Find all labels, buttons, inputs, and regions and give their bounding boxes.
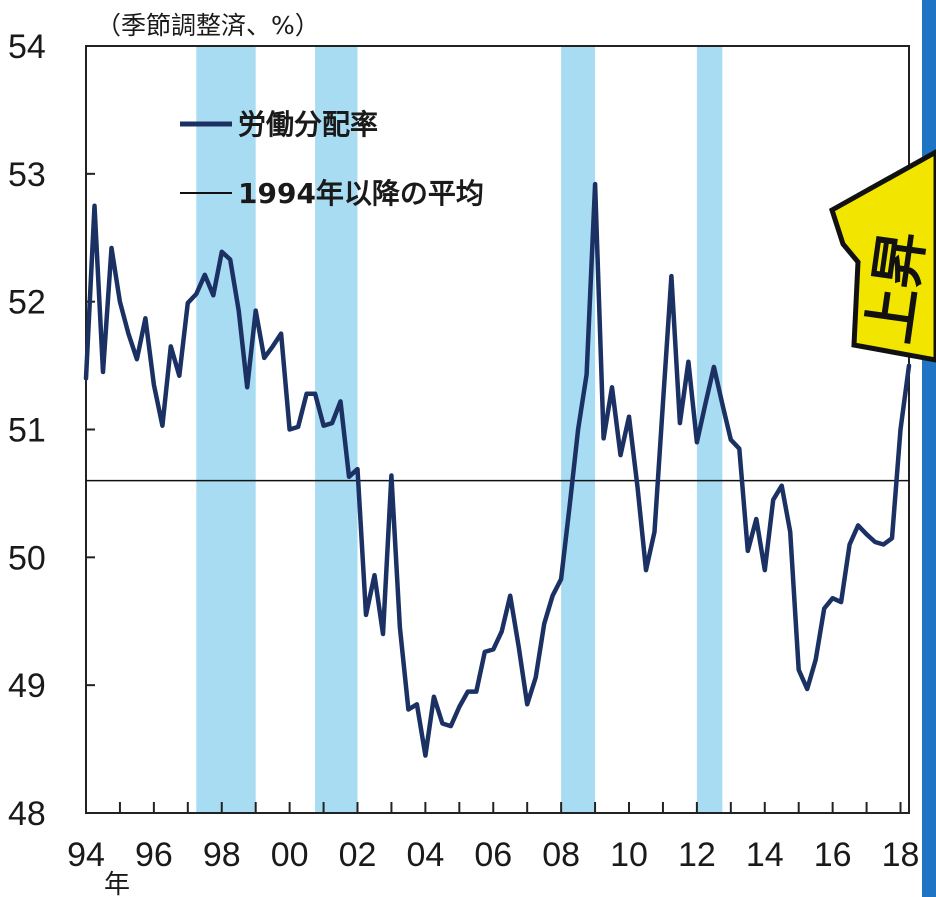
series-group (83, 181, 912, 758)
y-tick-label: 50 (8, 539, 46, 577)
y-tick-label: 52 (8, 284, 46, 322)
recession-bands (196, 46, 723, 813)
callout-text: 上昇 (857, 227, 936, 347)
x-unit-label: 年 (104, 870, 130, 897)
legend: 労働分配率 1994年以降の平均 (180, 108, 484, 210)
x-tick-label: 98 (203, 836, 241, 874)
y-tick-label: 53 (8, 156, 46, 194)
recession-band-2 (315, 46, 358, 813)
y-tick-label: 48 (8, 795, 46, 833)
x-tick-label: 12 (678, 836, 716, 874)
legend-series-label: 労働分配率 (238, 108, 378, 141)
x-tick-label: 18 (882, 836, 920, 874)
x-tick-label: 94 (67, 836, 105, 874)
x-tick-label: 04 (406, 836, 444, 874)
x-tick-label: 14 (746, 836, 784, 874)
x-tick-label: 00 (271, 836, 309, 874)
unit-label: （季節調整済、%） (96, 11, 320, 40)
y-tick-label: 51 (8, 412, 46, 450)
y-tick-label: 49 (8, 667, 46, 705)
series-line-labor-share (83, 181, 912, 758)
x-axis: 94 96 98 00 02 04 06 08 10 12 14 16 18 (67, 802, 919, 874)
callout-arrow-shape (828, 149, 936, 363)
y-tick-label: 54 (8, 28, 46, 66)
x-tick-label: 10 (610, 836, 648, 874)
recession-band-1 (196, 46, 256, 813)
x-tick-label: 96 (135, 836, 173, 874)
x-tick-label: 08 (542, 836, 580, 874)
x-tick-label: 16 (814, 836, 852, 874)
rising-callout: 上昇 (828, 149, 936, 363)
y-axis: 48 49 50 51 52 53 54 (8, 28, 95, 833)
x-tick-label: 06 (474, 836, 512, 874)
x-tick-label: 02 (339, 836, 377, 874)
legend-average-label: 1994年以降の平均 (238, 177, 484, 210)
